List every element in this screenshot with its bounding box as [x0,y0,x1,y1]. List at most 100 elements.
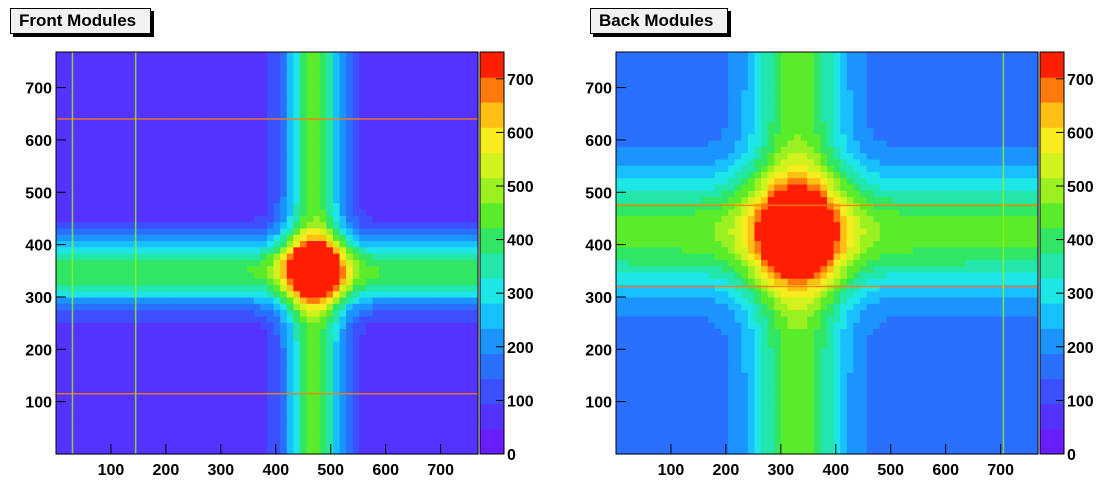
heatmap-cell [102,303,110,311]
heatmap-cell [313,403,321,411]
heatmap-cell [267,265,275,273]
heatmap-cell [379,121,387,128]
heatmap-cell [181,52,189,59]
heatmap-cell [438,102,446,110]
heatmap-cell [313,447,321,455]
heatmap-cell [1018,435,1026,443]
heatmap-cell [273,77,281,85]
heatmap-cell [853,447,861,455]
heatmap-cell [181,259,189,267]
heatmap-cell [379,95,387,103]
heatmap-cell [385,108,393,116]
colorbar-segment [480,152,504,179]
heatmap-cell [418,183,426,191]
heatmap-cell [741,447,749,455]
heatmap-cell [267,428,275,436]
heatmap-cell [62,372,70,380]
heatmap-cell [306,83,314,91]
heatmap-cell [299,202,308,210]
heatmap-cell [332,152,341,160]
heatmap-cell [313,146,321,154]
heatmap-cell [247,315,255,323]
heatmap-cell [128,284,136,292]
heatmap-cell [326,265,334,273]
heatmap-cell [438,410,446,417]
heatmap-cell [201,403,209,411]
heatmap-cell [280,202,288,210]
heatmap-cell [451,246,459,254]
heatmap-cell [56,441,64,449]
heatmap-cell [75,152,83,160]
heatmap-cell [273,190,281,198]
heatmap-cell [194,322,202,329]
heatmap-cell [721,378,729,386]
heatmap-cell [240,177,248,185]
heatmap-cell [668,403,676,411]
heatmap-cell [1024,428,1033,436]
heatmap-cell [141,209,149,216]
heatmap-cell [418,77,426,85]
heatmap-cell [339,259,347,267]
heatmap-cell [912,435,920,443]
heatmap-cell [629,378,637,386]
heatmap-cell [1024,378,1033,386]
heatmap-cell [425,158,433,166]
heatmap-cell [359,303,367,311]
heatmap-cell [438,378,446,386]
heatmap-cell [141,152,149,160]
heatmap-cell [412,435,420,443]
heatmap-cell [346,391,354,399]
heatmap-cell [471,378,479,386]
heatmap-cell [240,328,248,336]
heatmap-cell [267,435,275,443]
heatmap-cell [75,227,83,235]
heatmap-cell [102,133,110,141]
heatmap-cell [280,95,288,103]
heatmap-cell [234,353,242,361]
heatmap-cell [346,121,354,128]
heatmap-cell [88,58,97,66]
heatmap-cell [148,253,156,260]
heatmap-cell [642,447,650,455]
heatmap-cell [108,315,116,323]
heatmap-cell [234,246,242,254]
heatmap-cell [458,397,466,405]
heatmap-cell [174,165,182,172]
heatmap-cell [161,428,169,436]
heatmap-cell [405,353,413,361]
heatmap-cell [260,309,268,317]
heatmap-cell [115,290,123,298]
heatmap-cell [385,322,393,329]
heatmap-cell [405,77,413,85]
heatmap-cell [728,372,736,380]
heatmap-cell [306,334,314,342]
heatmap-cell [385,359,393,367]
heatmap-cell [201,334,209,342]
heatmap-cell [392,428,400,436]
heatmap-cell [214,340,222,348]
heatmap-cell [181,366,189,373]
heatmap-cell [319,259,327,267]
heatmap-cell [260,133,268,141]
heatmap-cell [62,422,70,430]
heatmap-cell [286,347,294,355]
heatmap-cell [135,64,143,72]
heatmap-cell [1005,378,1013,386]
heatmap-cell [359,372,367,380]
heatmap-cell [108,133,116,141]
heatmap-cell [154,253,163,260]
heatmap-cell [181,290,189,298]
heatmap-cell [438,309,446,317]
heatmap-cell [418,391,426,399]
heatmap-cell [965,410,973,417]
heatmap-cell [62,253,70,260]
heatmap-cell [359,127,367,135]
heatmap-cell [135,152,143,160]
heatmap-cell [991,378,1000,386]
heatmap-cell [892,416,901,424]
heatmap-cell [214,422,222,430]
heatmap-cell [972,428,980,436]
heatmap-cell [56,221,64,229]
heatmap-cell [201,83,209,91]
heatmap-cell [108,397,116,405]
